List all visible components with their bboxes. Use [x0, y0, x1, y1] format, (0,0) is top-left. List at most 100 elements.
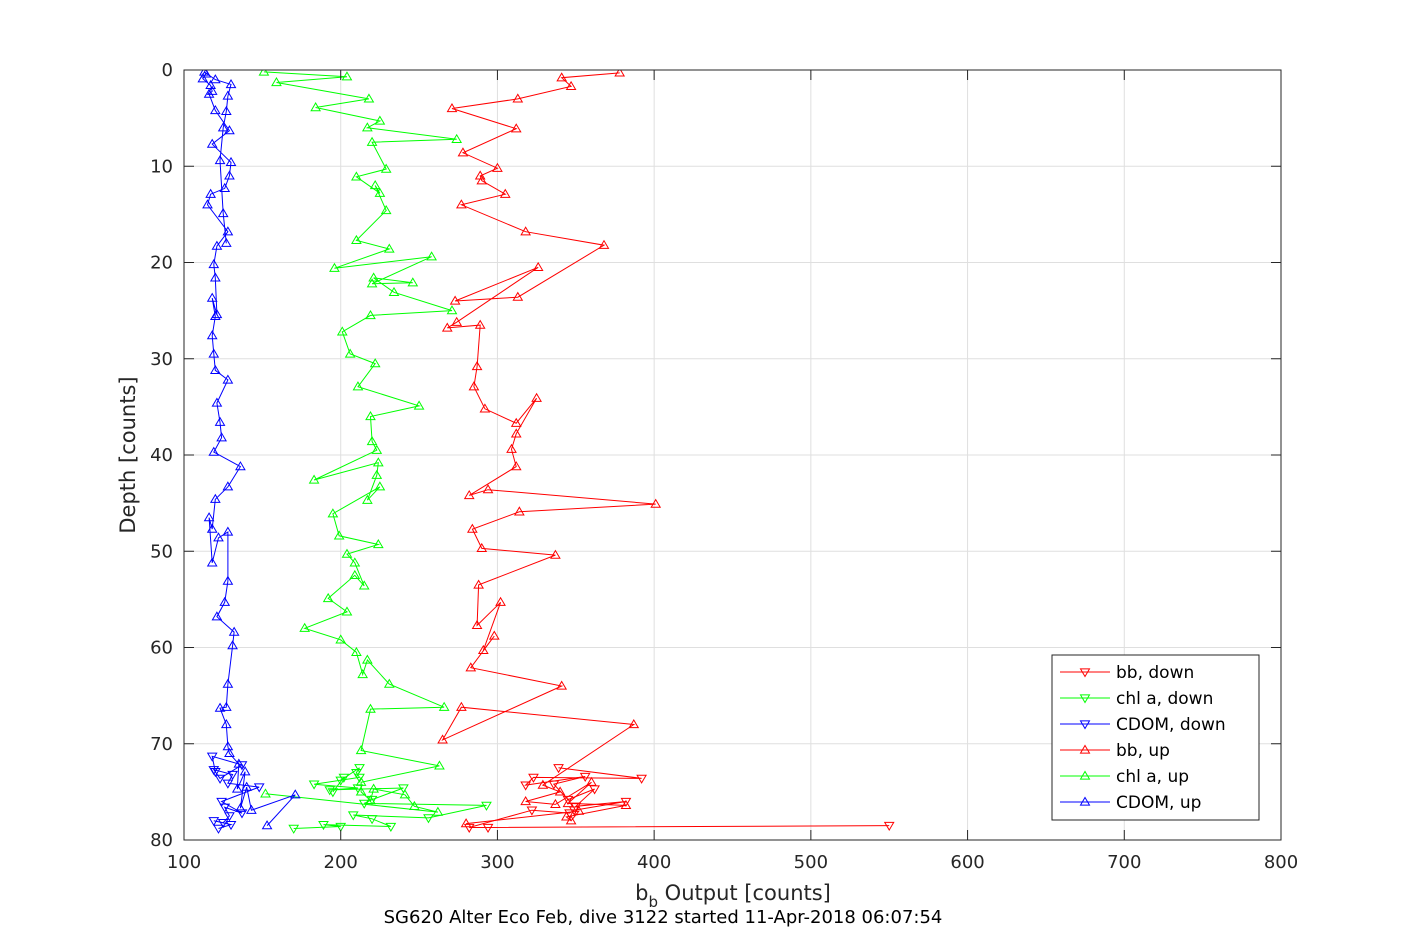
data-point — [203, 512, 215, 522]
data-point — [198, 70, 210, 76]
data-point — [365, 411, 376, 421]
data-point — [217, 122, 229, 132]
data-point — [474, 170, 486, 180]
data-point — [205, 79, 217, 90]
x-tick-label: 800 — [1264, 852, 1298, 873]
data-point — [456, 701, 467, 711]
data-point — [206, 138, 218, 148]
data-point — [380, 205, 392, 215]
data-point — [225, 78, 237, 89]
data-point — [206, 752, 218, 762]
data-point — [446, 305, 458, 315]
data-point — [383, 243, 395, 253]
data-point — [492, 162, 503, 172]
data-point — [366, 136, 378, 146]
series-bb-up — [437, 70, 662, 828]
data-point — [327, 508, 339, 518]
data-point — [468, 381, 480, 391]
y-tick-label: 60 — [150, 638, 173, 659]
data-point — [476, 175, 488, 185]
data-point — [354, 764, 365, 774]
data-point — [206, 523, 218, 533]
data-point — [532, 261, 544, 271]
data-point — [449, 295, 461, 305]
data-point — [510, 417, 522, 427]
data-point — [479, 403, 491, 413]
data-point — [361, 654, 373, 664]
data-point — [357, 668, 369, 679]
data-point — [206, 85, 218, 95]
data-point — [206, 330, 218, 340]
data-point — [258, 70, 270, 76]
legend-label: chl a, up — [1116, 767, 1189, 787]
data-point — [222, 526, 234, 536]
data-point — [246, 804, 257, 814]
data-point — [209, 493, 221, 503]
data-point — [520, 796, 532, 806]
data-point — [349, 557, 361, 567]
data-point — [451, 133, 463, 143]
data-point — [650, 498, 662, 508]
data-point — [308, 474, 320, 484]
data-point — [513, 506, 525, 516]
data-point — [385, 822, 397, 833]
data-point — [236, 809, 248, 819]
data-point — [227, 640, 238, 650]
data-point — [338, 773, 350, 783]
data-point — [628, 719, 640, 729]
data-point — [253, 783, 265, 793]
data-point — [365, 703, 376, 713]
data-point — [358, 580, 370, 590]
data-point — [365, 795, 376, 805]
x-axis-label-rest: Output [counts] — [658, 881, 831, 905]
data-point — [482, 823, 494, 833]
data-point — [371, 469, 383, 479]
data-point — [289, 789, 301, 799]
data-point — [329, 262, 340, 272]
x-tick-label: 300 — [480, 852, 514, 873]
x-tick-label: 400 — [637, 852, 671, 873]
data-point — [227, 770, 238, 781]
series-chl-a-up — [258, 70, 463, 816]
caption: SG620 Alter Eco Feb, dive 3122 started 1… — [384, 907, 943, 928]
data-point — [209, 272, 221, 282]
data-point — [213, 824, 224, 834]
y-tick-label: 70 — [150, 734, 173, 755]
data-point — [209, 104, 221, 115]
data-point — [288, 824, 300, 834]
data-point — [499, 188, 511, 198]
data-point — [225, 156, 237, 167]
x-tick-label: 600 — [950, 852, 984, 873]
data-point — [333, 530, 345, 540]
data-point — [222, 741, 234, 751]
data-point — [598, 239, 610, 249]
data-point — [220, 719, 232, 729]
y-tick-label: 20 — [150, 253, 173, 274]
data-point — [413, 400, 425, 410]
data-point — [216, 432, 227, 442]
data-point — [636, 774, 647, 784]
data-point — [383, 678, 395, 688]
data-point — [219, 182, 231, 193]
data-point — [341, 71, 353, 81]
data-point — [208, 258, 220, 269]
data-point — [261, 820, 273, 830]
y-tick-label: 10 — [150, 156, 173, 177]
data-point — [335, 634, 347, 644]
data-point — [219, 596, 231, 606]
data-point — [579, 772, 591, 782]
data-point — [211, 397, 223, 407]
data-point — [548, 780, 560, 790]
y-tick-label: 80 — [150, 830, 173, 851]
data-point — [241, 781, 253, 791]
data-point — [231, 783, 243, 793]
data-point — [432, 806, 444, 816]
legend-marker — [1079, 668, 1091, 678]
data-point — [299, 622, 311, 632]
data-point — [520, 226, 532, 236]
data-point — [202, 199, 213, 209]
data-point — [457, 147, 469, 157]
data-point — [206, 292, 218, 302]
data-point — [236, 761, 248, 771]
data-point — [351, 171, 362, 181]
